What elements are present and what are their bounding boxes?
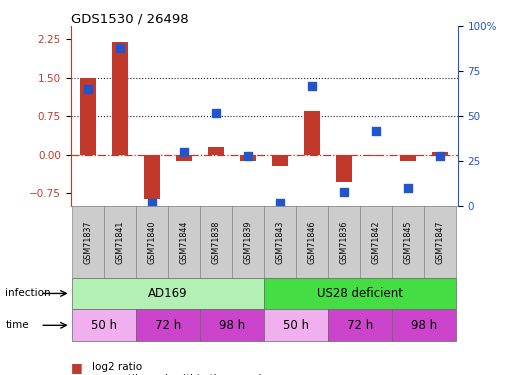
Bar [296, 206, 328, 278]
Bar [264, 278, 456, 309]
Bar [72, 206, 104, 278]
Text: GSM71844: GSM71844 [180, 220, 189, 264]
Bar [328, 309, 392, 341]
Bar [208, 147, 224, 155]
Text: GSM71845: GSM71845 [404, 220, 413, 264]
Bar [112, 42, 128, 155]
Point [116, 45, 124, 51]
Text: GSM71841: GSM71841 [116, 220, 124, 264]
Bar [272, 155, 288, 166]
Text: 98 h: 98 h [219, 319, 245, 332]
Text: AD169: AD169 [149, 287, 188, 300]
Bar [72, 278, 264, 309]
Bar [328, 206, 360, 278]
Bar [200, 309, 264, 341]
Bar [432, 152, 448, 155]
Point [372, 128, 380, 134]
Bar [392, 206, 424, 278]
Bar [176, 155, 192, 161]
Text: 72 h: 72 h [347, 319, 373, 332]
Bar [360, 206, 392, 278]
Bar [240, 155, 256, 161]
Text: log2 ratio: log2 ratio [92, 363, 142, 372]
Bar [104, 206, 136, 278]
Bar [136, 206, 168, 278]
Text: 72 h: 72 h [155, 319, 181, 332]
Bar [424, 206, 456, 278]
Text: GSM71842: GSM71842 [371, 220, 381, 264]
Bar [336, 155, 352, 182]
Point [436, 153, 444, 159]
Text: GSM71837: GSM71837 [84, 220, 93, 264]
Bar [72, 309, 136, 341]
Point [308, 82, 316, 88]
Text: GSM71839: GSM71839 [244, 220, 253, 264]
Text: 50 h: 50 h [91, 319, 117, 332]
Text: GSM71847: GSM71847 [436, 220, 445, 264]
Text: time: time [5, 320, 29, 330]
Bar [136, 309, 200, 341]
Text: GSM71843: GSM71843 [276, 220, 285, 264]
Text: GSM71838: GSM71838 [212, 220, 221, 264]
Text: ■: ■ [71, 361, 82, 374]
Text: 98 h: 98 h [411, 319, 437, 332]
Bar [392, 309, 456, 341]
Bar [144, 155, 160, 198]
Text: GDS1530 / 26498: GDS1530 / 26498 [71, 12, 188, 25]
Text: GSM71840: GSM71840 [147, 220, 157, 264]
Point [340, 189, 348, 195]
Bar [368, 155, 384, 156]
Point [244, 153, 252, 159]
Point [84, 86, 93, 92]
Point [404, 185, 412, 191]
Bar [200, 206, 232, 278]
Text: 50 h: 50 h [283, 319, 309, 332]
Point [180, 149, 188, 155]
Bar [232, 206, 264, 278]
Bar [80, 78, 96, 155]
Text: infection: infection [5, 288, 51, 298]
Text: percentile rank within the sample: percentile rank within the sample [92, 374, 267, 375]
Text: GSM71846: GSM71846 [308, 220, 316, 264]
Text: GSM71836: GSM71836 [339, 220, 348, 264]
Bar [264, 309, 328, 341]
Text: US28 deficient: US28 deficient [317, 287, 403, 300]
Bar [304, 111, 320, 155]
Point [212, 110, 220, 116]
Bar [264, 206, 296, 278]
Text: ■: ■ [71, 372, 82, 375]
Bar [400, 155, 416, 161]
Point [148, 200, 156, 206]
Point [276, 200, 285, 206]
Bar [168, 206, 200, 278]
